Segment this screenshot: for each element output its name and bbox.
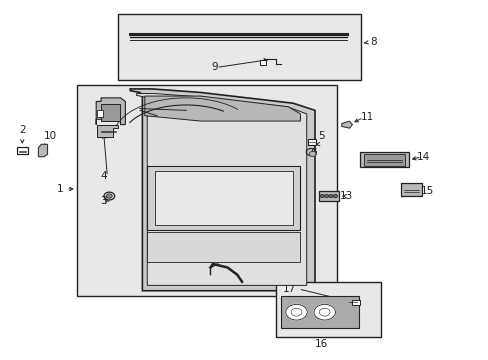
Polygon shape xyxy=(38,144,47,157)
Text: 5: 5 xyxy=(318,131,325,141)
Circle shape xyxy=(324,195,328,198)
Circle shape xyxy=(320,195,324,198)
Text: 8: 8 xyxy=(369,37,376,48)
Bar xyxy=(77,85,336,296)
Text: 9: 9 xyxy=(211,63,218,72)
Circle shape xyxy=(313,304,335,320)
Text: 4: 4 xyxy=(101,171,107,181)
Bar xyxy=(307,139,316,145)
Bar xyxy=(118,14,361,80)
Bar xyxy=(363,154,405,166)
Bar xyxy=(360,153,408,167)
Circle shape xyxy=(308,152,315,157)
Polygon shape xyxy=(341,121,352,128)
Text: 13: 13 xyxy=(339,191,352,201)
Circle shape xyxy=(285,304,306,320)
Text: 7: 7 xyxy=(117,100,123,111)
Text: 2: 2 xyxy=(20,125,26,135)
Polygon shape xyxy=(96,98,125,125)
Polygon shape xyxy=(154,171,292,225)
Bar xyxy=(260,60,265,64)
Text: 17: 17 xyxy=(282,284,295,294)
Text: 10: 10 xyxy=(44,131,57,141)
Circle shape xyxy=(328,195,332,198)
Polygon shape xyxy=(136,94,306,285)
Text: 3: 3 xyxy=(100,197,107,206)
Polygon shape xyxy=(130,89,314,291)
Text: 6: 6 xyxy=(309,148,316,158)
Polygon shape xyxy=(147,166,300,230)
Bar xyxy=(276,282,380,337)
Text: 15: 15 xyxy=(420,186,433,196)
Bar xyxy=(17,147,28,154)
Circle shape xyxy=(333,195,337,198)
Bar xyxy=(352,300,359,305)
Text: 1: 1 xyxy=(57,184,63,194)
Polygon shape xyxy=(147,232,300,262)
Text: 11: 11 xyxy=(361,112,374,122)
Polygon shape xyxy=(97,125,118,137)
Bar xyxy=(400,183,422,196)
Text: 14: 14 xyxy=(416,152,429,162)
Bar xyxy=(318,191,339,202)
Polygon shape xyxy=(144,96,300,121)
Bar xyxy=(101,104,119,121)
Bar xyxy=(281,296,358,328)
Text: 12: 12 xyxy=(259,270,272,280)
Text: 16: 16 xyxy=(314,339,327,349)
Bar xyxy=(97,111,102,117)
Circle shape xyxy=(106,194,112,198)
